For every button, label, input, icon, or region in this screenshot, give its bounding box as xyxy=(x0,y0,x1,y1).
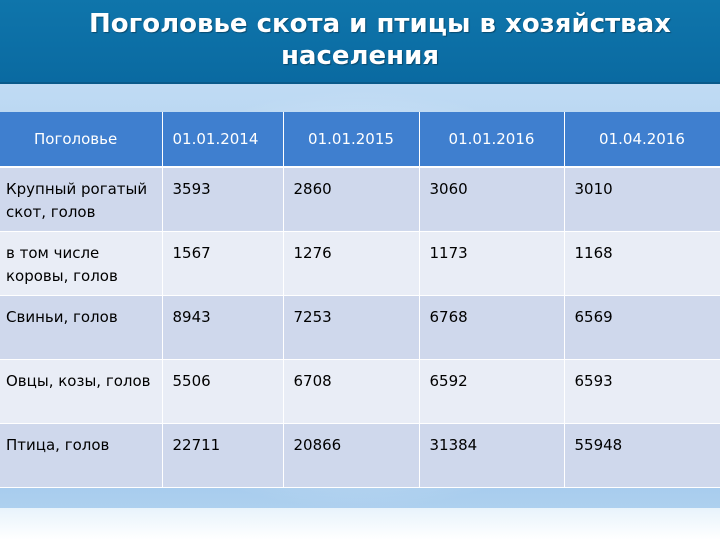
table-cell: 7253 xyxy=(283,295,420,360)
table-cell: 6569 xyxy=(564,295,720,360)
title-line-1: Поголовье скота и птицы в хозяйствах xyxy=(89,9,671,39)
row-label: в том числе коровы, голов xyxy=(0,231,163,296)
table-row: Овцы, козы, голов 5506 6708 6592 6593 xyxy=(0,359,720,424)
row-label: Овцы, козы, голов xyxy=(0,359,163,424)
slide-bottom-band xyxy=(0,508,720,540)
title-line-2: населения xyxy=(280,41,440,71)
column-header-2014: 01.01.2014 xyxy=(162,112,284,168)
column-header-livestock: Поголовье xyxy=(0,112,163,168)
table-row: Крупный рогатый скот, голов 3593 2860 30… xyxy=(0,167,720,232)
table-cell: 6768 xyxy=(419,295,565,360)
table-cell: 1567 xyxy=(162,231,284,296)
table-cell: 3593 xyxy=(162,167,284,232)
table-cell: 6593 xyxy=(564,359,720,424)
row-label: Свиньи, голов xyxy=(0,295,163,360)
table-cell: 2860 xyxy=(283,167,420,232)
column-header-2015: 01.01.2015 xyxy=(283,112,420,168)
table-row: Свиньи, голов 8943 7253 6768 6569 xyxy=(0,295,720,360)
table-cell: 6592 xyxy=(419,359,565,424)
table-cell: 31384 xyxy=(419,423,565,488)
row-label: Крупный рогатый скот, голов xyxy=(0,167,163,232)
livestock-table-container: Поголовье 01.01.2014 01.01.2015 01.01.20… xyxy=(0,112,720,496)
table-cell: 3060 xyxy=(419,167,565,232)
table-cell: 6708 xyxy=(283,359,420,424)
title-bar: Поголовье скота и птицы в хозяйствах нас… xyxy=(0,0,720,84)
table-row: Птица, голов 22711 20866 31384 55948 xyxy=(0,423,720,488)
column-header-2016: 01.01.2016 xyxy=(419,112,565,168)
table-cell: 5506 xyxy=(162,359,284,424)
row-label: Птица, голов xyxy=(0,423,163,488)
table-cell: 20866 xyxy=(283,423,420,488)
table-cell: 22711 xyxy=(162,423,284,488)
column-header-2016-april: 01.04.2016 xyxy=(564,112,720,168)
page-title: Поголовье скота и птицы в хозяйствах нас… xyxy=(40,8,720,72)
table-cell: 3010 xyxy=(564,167,720,232)
table-cell: 1173 xyxy=(419,231,565,296)
table-cell: 55948 xyxy=(564,423,720,488)
table-row: в том числе коровы, голов 1567 1276 1173… xyxy=(0,231,720,296)
table-cell: 1168 xyxy=(564,231,720,296)
table-cell: 1276 xyxy=(283,231,420,296)
table-cell: 8943 xyxy=(162,295,284,360)
table-header-row: Поголовье 01.01.2014 01.01.2015 01.01.20… xyxy=(0,112,720,168)
livestock-table: Поголовье 01.01.2014 01.01.2015 01.01.20… xyxy=(0,112,720,488)
